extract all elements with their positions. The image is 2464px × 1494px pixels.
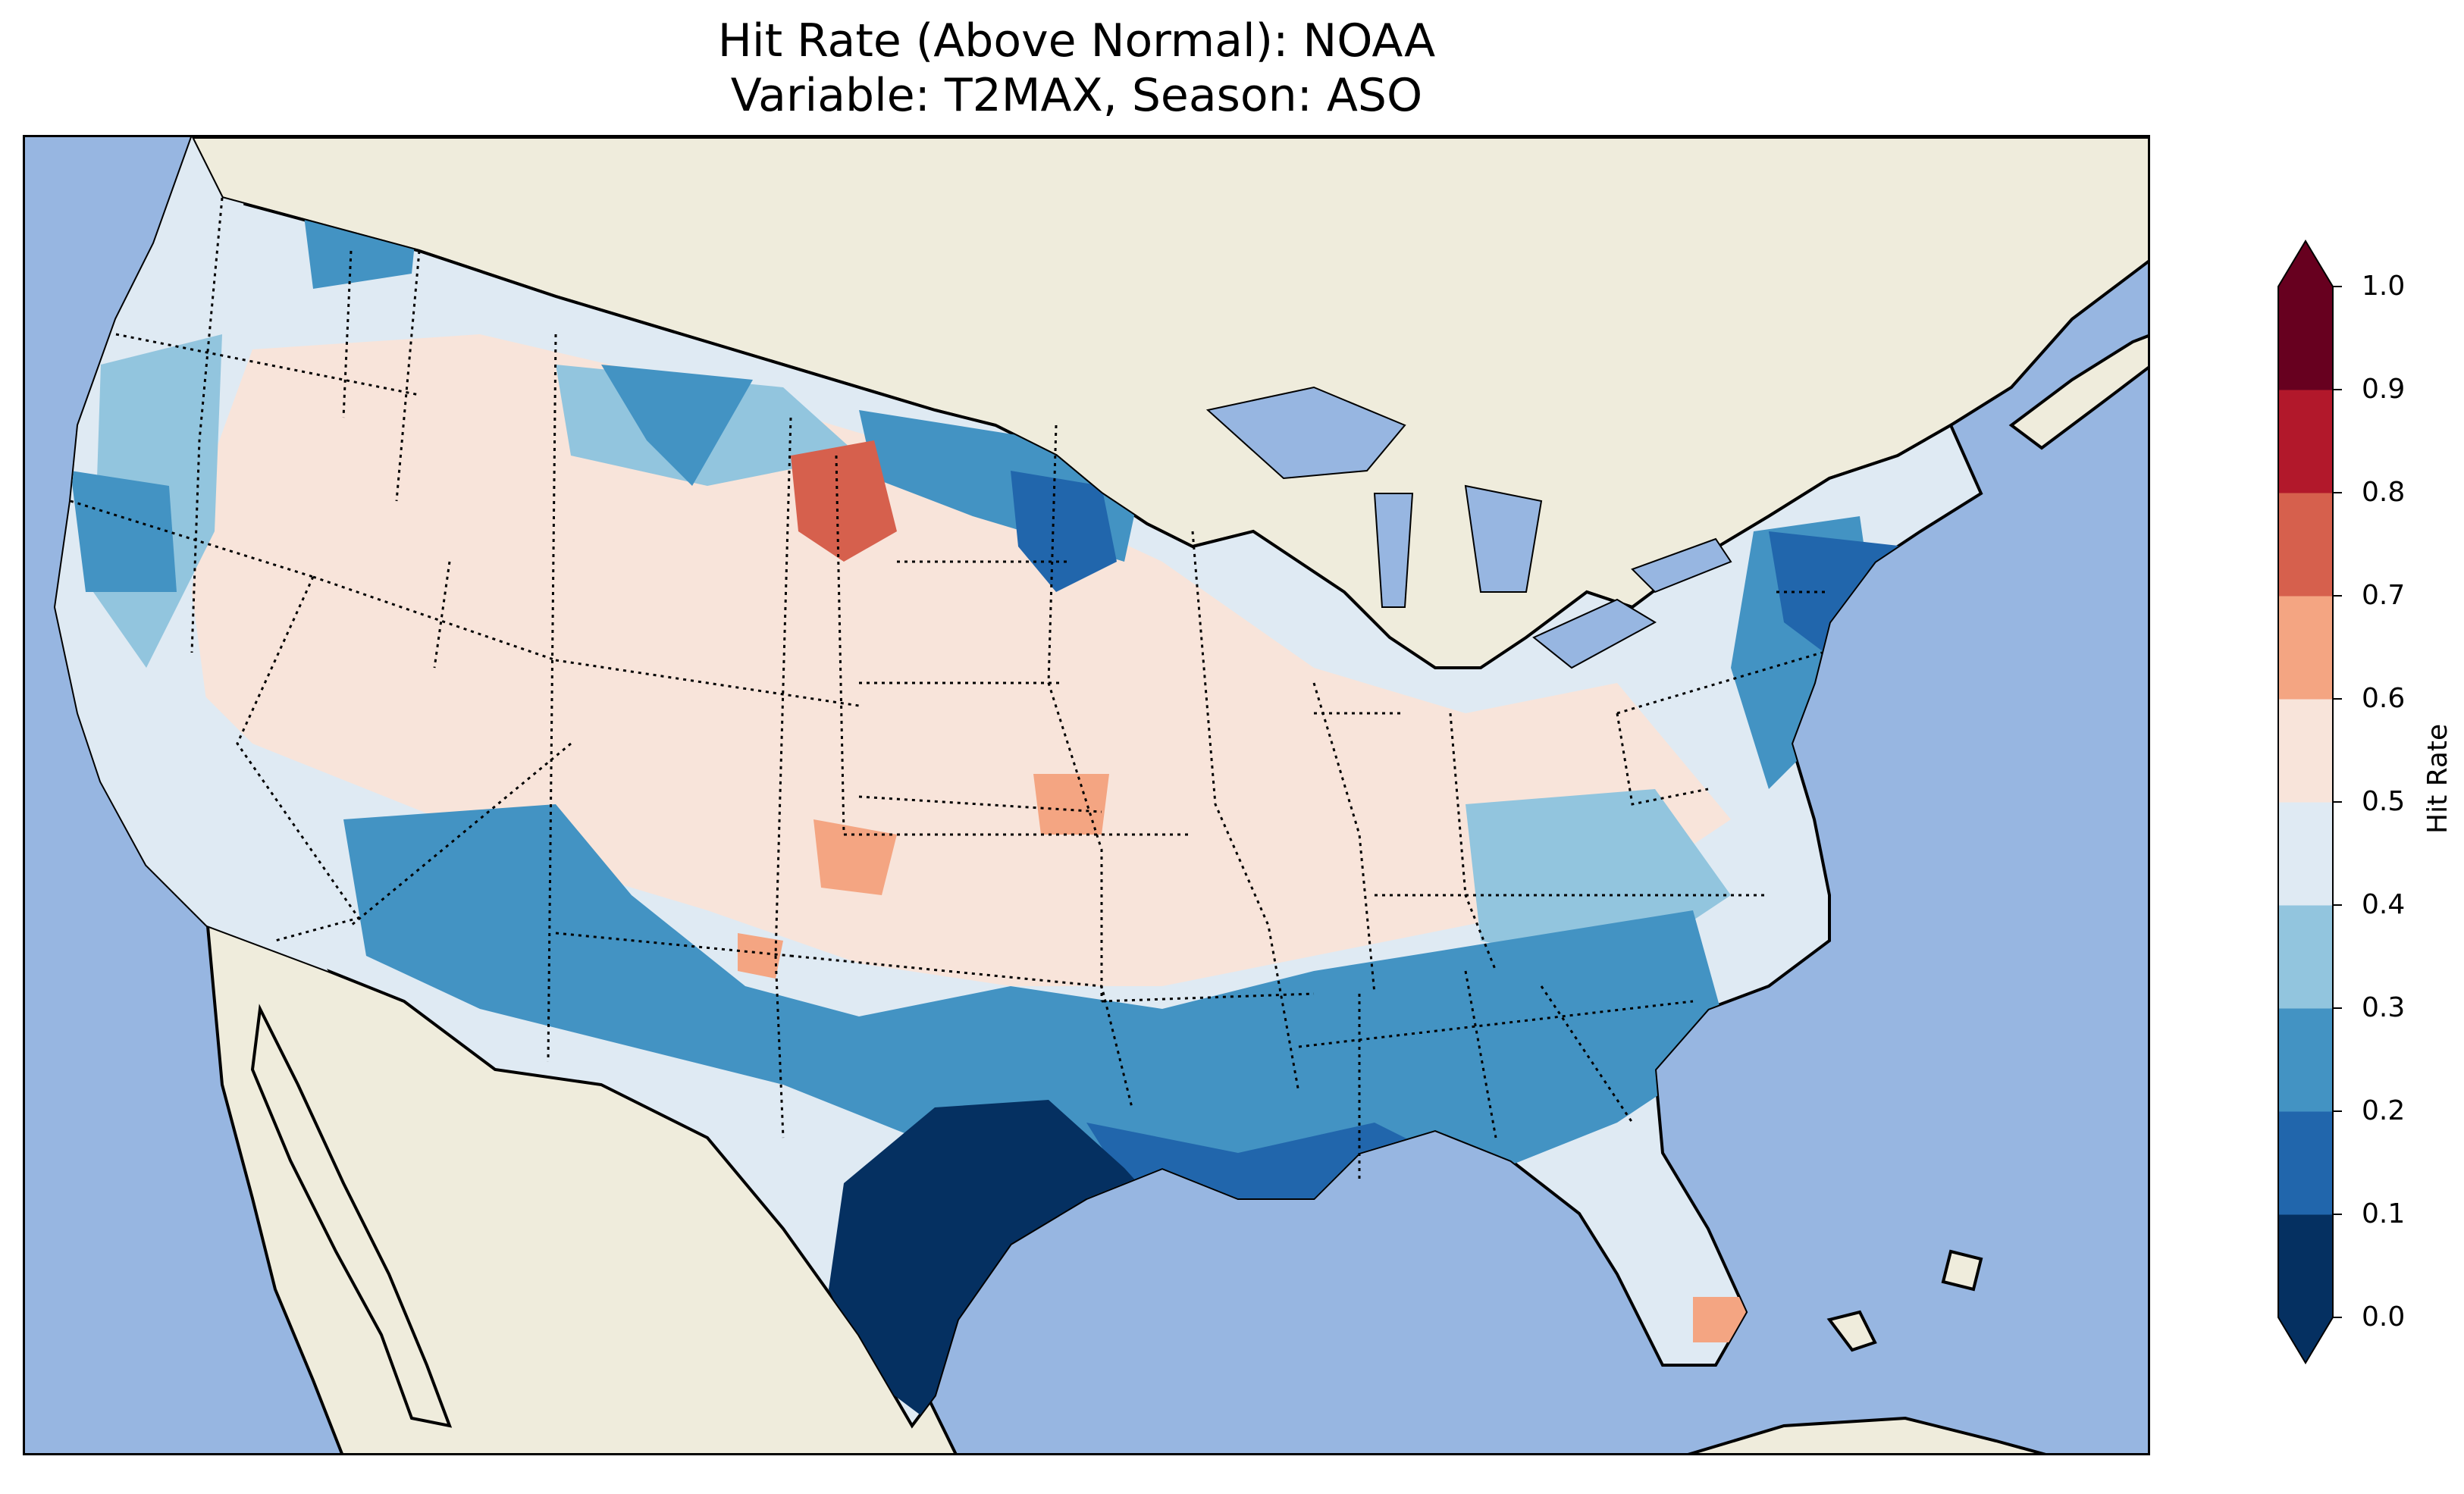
nova-scotia-land	[2008, 334, 2148, 450]
colorbar-under-triangle	[2278, 1317, 2333, 1363]
map-panel	[23, 135, 2150, 1455]
colorbar-tick-label: 0.0	[2362, 1301, 2406, 1333]
region-0.7-0.8	[791, 440, 897, 562]
great-lakes	[1373, 493, 1414, 608]
baja-land	[250, 1004, 453, 1428]
colorbar-tick-label: 0.1	[2362, 1198, 2406, 1229]
region-0.2-0.3	[343, 804, 1731, 1214]
colorbar-tick-label: 0.2	[2362, 1095, 2406, 1126]
colorbar-bin	[2278, 802, 2333, 906]
colorbar-bin	[2278, 390, 2333, 493]
bahamas-island	[1826, 1310, 1877, 1352]
colorbar-label: Hit Rate	[2422, 723, 2453, 834]
colorbar-tick-label: 0.3	[2362, 992, 2406, 1023]
title-line-1: Hit Rate (Above Normal): NOAA	[717, 14, 1436, 67]
us-map	[25, 137, 2148, 1453]
colorbar-bin	[2278, 596, 2333, 700]
region-0.6-0.7	[1033, 774, 1109, 835]
colorbar-tick-label: 0.5	[2362, 786, 2406, 817]
colorbar-tick-label: 0.7	[2362, 580, 2406, 611]
hit-rate-field	[55, 137, 1936, 1426]
colorbar-tick-label: 0.6	[2362, 683, 2406, 714]
cuba-land	[1688, 1416, 2046, 1453]
colorbar-svg	[2277, 240, 2342, 1364]
great-lakes	[1464, 484, 1543, 593]
colorbar-tick-label: 0.9	[2362, 374, 2406, 405]
state-borders	[70, 197, 1829, 1183]
colorbar-bin	[2278, 1111, 2333, 1215]
colorbar-bin	[2278, 1214, 2333, 1318]
colorbar-over-triangle	[2278, 241, 2333, 287]
region-0.2-0.3	[71, 471, 177, 592]
region-0.1-0.2	[1011, 471, 1117, 592]
great-lakes	[1205, 386, 1406, 480]
colorbar	[2277, 240, 2342, 1364]
colorbar-tick-label: 0.8	[2362, 477, 2406, 508]
colorbar-bin	[2278, 905, 2333, 1009]
colorbar-bin	[2278, 287, 2333, 390]
great-lakes	[1631, 537, 1732, 594]
great-lakes	[1532, 598, 1657, 669]
region-0.2-0.3	[601, 365, 753, 486]
title-line-2: Variable: T2MAX, Season: ASO	[730, 69, 1423, 122]
colorbar-bin	[2278, 1008, 2333, 1112]
region-0.6-0.7	[813, 819, 897, 895]
colorbar-bin	[2278, 493, 2333, 597]
map-title: Hit Rate (Above Normal): NOAA Variable: …	[0, 14, 2153, 123]
colorbar-tick-label: 0.4	[2362, 889, 2406, 920]
colorbar-tick-label: 1.0	[2362, 271, 2406, 302]
region-0.6-0.7	[738, 933, 783, 979]
colorbar-bin	[2278, 699, 2333, 803]
bahamas-island	[1941, 1249, 1983, 1292]
